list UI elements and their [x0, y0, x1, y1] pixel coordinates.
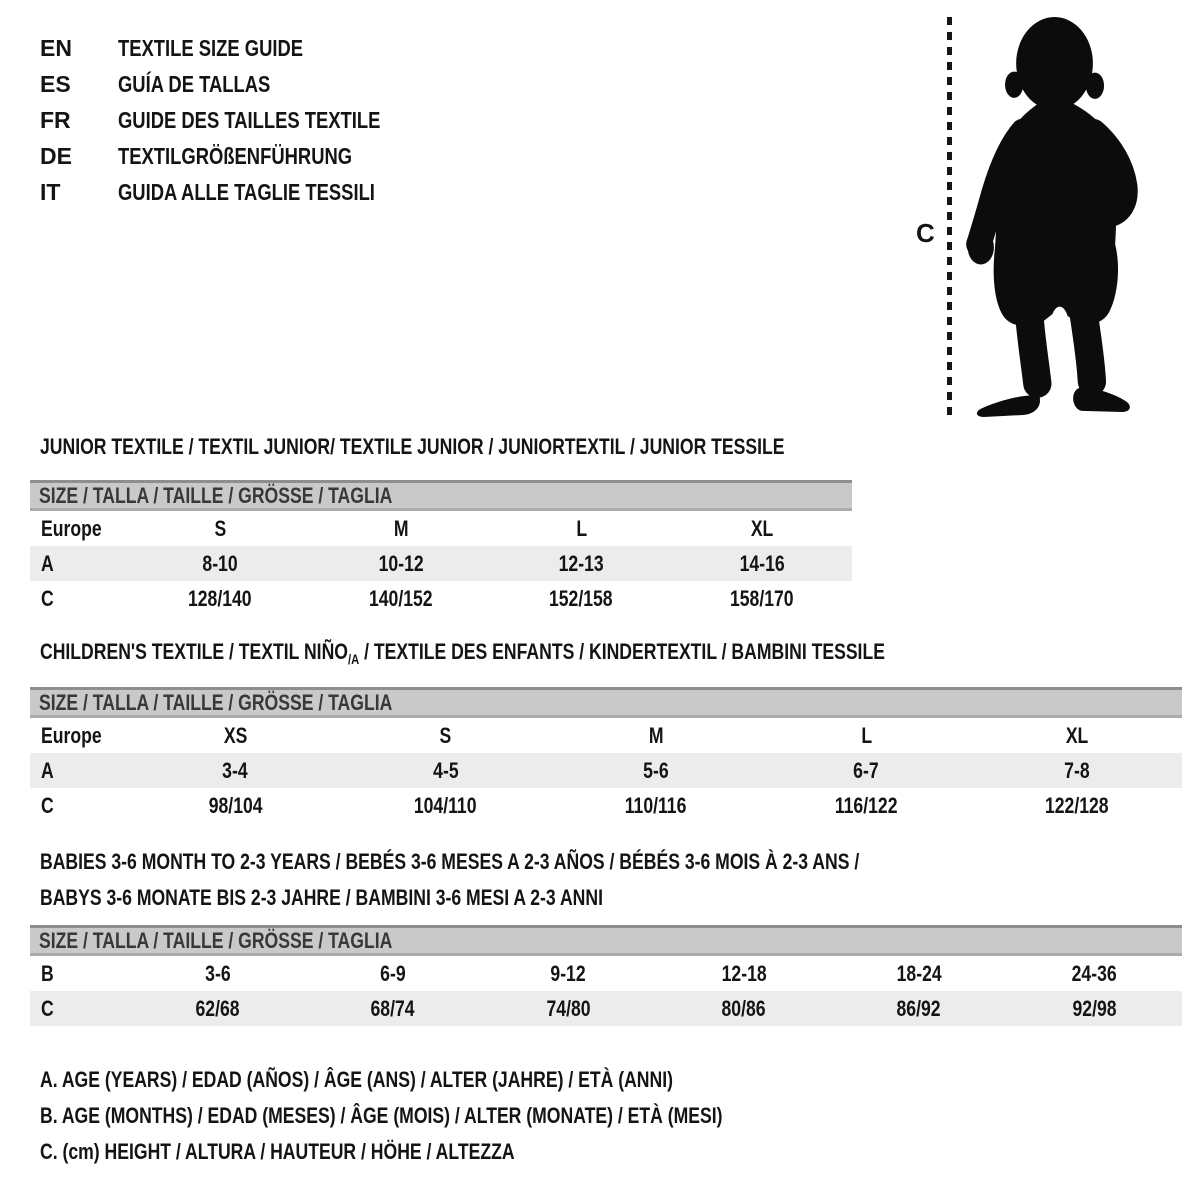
guide-title: GUÍA DE TALLAS [118, 70, 271, 97]
size-value: L [575, 515, 587, 541]
height-value: 158/170 [729, 585, 794, 611]
size-value: XL [750, 515, 774, 541]
height-value: 62/68 [195, 995, 240, 1021]
age-value: 5-6 [643, 757, 669, 783]
table-row-age: A 8-10 10-12 12-13 14-16 [30, 546, 852, 581]
size-value: S [439, 722, 452, 748]
guide-title: TEXTILE SIZE GUIDE [118, 34, 304, 61]
table-row-height: C 98/104 104/110 110/116 116/122 122/128 [30, 788, 1182, 823]
age-value: 8-10 [202, 550, 238, 576]
junior-section-title: JUNIOR TEXTILE / TEXTIL JUNIOR/ TEXTILE … [40, 434, 785, 459]
age-value: 12-13 [558, 550, 604, 576]
size-value: XL [1065, 722, 1089, 748]
row-label: C [41, 995, 54, 1021]
language-code: EN [40, 34, 72, 61]
babies-title-line1: BABIES 3-6 MONTH TO 2-3 YEARS / BEBÉS 3-… [40, 849, 860, 874]
age-value: 6-7 [853, 757, 880, 783]
table-row-europe: Europe XS S M L XL [30, 718, 1182, 753]
children-title-sub: /A [347, 651, 360, 667]
language-code: ES [40, 70, 71, 97]
age-value: 10-12 [378, 550, 424, 576]
table-row-height: C 62/68 68/74 74/80 80/86 86/92 92/98 [30, 991, 1182, 1026]
row-label: A [41, 757, 54, 783]
children-title-post: / TEXTILE DES ENFANTS / KINDERTEXTIL / B… [359, 639, 885, 664]
babies-size-table: SIZE / TALLA / TAILLE / GRÖSSE / TAGLIA … [30, 925, 1182, 1026]
height-value: 128/140 [188, 585, 253, 611]
row-label: Europe [41, 722, 102, 748]
row-label: Europe [41, 515, 102, 541]
size-value: S [214, 515, 227, 541]
height-value: 98/104 [208, 792, 263, 818]
row-label: B [41, 960, 54, 986]
legend-line-b: B. AGE (MONTHS) / EDAD (MESES) / ÂGE (MO… [40, 1103, 723, 1128]
age-value: 7-8 [1064, 757, 1090, 783]
children-size-header-bar: SIZE / TALLA / TAILLE / GRÖSSE / TAGLIA [30, 687, 1182, 718]
height-value: 104/110 [414, 792, 477, 818]
language-title-list: EN TEXTILE SIZE GUIDE ES GUÍA DE TALLAS … [40, 30, 446, 210]
age-value: 4-5 [432, 757, 459, 783]
height-measure-label: C [916, 218, 935, 248]
height-value: 152/158 [549, 585, 614, 611]
language-code: FR [40, 106, 71, 133]
guide-title: GUIDA ALLE TAGLIE TESSILI [118, 178, 375, 205]
months-value: 24-36 [1071, 960, 1117, 986]
junior-size-table: SIZE / TALLA / TAILLE / GRÖSSE / TAGLIA … [30, 480, 852, 616]
height-dashed-line [947, 17, 952, 415]
height-value: 110/116 [625, 792, 687, 818]
children-size-table: SIZE / TALLA / TAILLE / GRÖSSE / TAGLIA … [30, 687, 1182, 823]
language-code: DE [40, 142, 72, 169]
children-title-pre: CHILDREN'S TEXTILE / TEXTIL NIÑO [40, 639, 348, 664]
row-label: C [41, 792, 54, 818]
size-value: M [648, 722, 664, 748]
size-value: L [861, 722, 872, 748]
height-value: 140/152 [368, 585, 433, 611]
babies-title-line2: BABYS 3-6 MONATE BIS 2-3 JAHRE / BAMBINI… [40, 885, 603, 910]
table-row-europe: Europe S M L XL [30, 511, 852, 546]
babies-section-title: BABIES 3-6 MONTH TO 2-3 YEARS / BEBÉS 3-… [40, 844, 1064, 916]
size-header-label: SIZE / TALLA / TAILLE / GRÖSSE / TAGLIA [39, 927, 393, 953]
language-row-de: DE TEXTILGRÖßENFÜHRUNG [40, 138, 446, 174]
babies-size-header-bar: SIZE / TALLA / TAILLE / GRÖSSE / TAGLIA [30, 925, 1182, 956]
table-row-age: A 3-4 4-5 5-6 6-7 7-8 [30, 753, 1182, 788]
guide-title: GUIDE DES TAILLES TEXTILE [118, 106, 381, 133]
measurement-legend: A. AGE (YEARS) / EDAD (AÑOS) / ÂGE (ANS)… [40, 1062, 893, 1170]
children-section-title: CHILDREN'S TEXTILE / TEXTIL NIÑO/A / TEX… [40, 639, 885, 672]
size-header-label: SIZE / TALLA / TAILLE / GRÖSSE / TAGLIA [39, 689, 393, 715]
row-label: C [41, 585, 54, 611]
age-value: 3-4 [222, 757, 248, 783]
height-value: 92/98 [1072, 995, 1117, 1021]
table-row-months: B 3-6 6-9 9-12 12-18 18-24 24-36 [30, 956, 1182, 991]
table-row-height: C 128/140 140/152 152/158 158/170 [30, 581, 852, 616]
months-value: 12-18 [721, 960, 767, 986]
age-value: 14-16 [739, 550, 785, 576]
toddler-silhouette-icon [966, 17, 1138, 417]
months-value: 18-24 [896, 960, 942, 986]
language-row-fr: FR GUIDE DES TAILLES TEXTILE [40, 102, 446, 138]
language-row-en: EN TEXTILE SIZE GUIDE [40, 30, 446, 66]
legend-line-a: A. AGE (YEARS) / EDAD (AÑOS) / ÂGE (ANS)… [40, 1067, 673, 1092]
height-value: 116/122 [835, 792, 898, 818]
row-label: A [41, 550, 54, 576]
height-value: 74/80 [546, 995, 591, 1021]
language-code: IT [40, 178, 61, 205]
junior-size-header-bar: SIZE / TALLA / TAILLE / GRÖSSE / TAGLIA [30, 480, 852, 511]
height-value: 86/92 [896, 995, 942, 1021]
size-value: XS [223, 722, 247, 748]
size-value: M [393, 515, 409, 541]
months-value: 3-6 [204, 960, 231, 986]
height-value: 68/74 [370, 995, 416, 1021]
guide-title: TEXTILGRÖßENFÜHRUNG [118, 142, 353, 169]
height-value: 80/86 [721, 995, 766, 1021]
legend-line-c: C. (cm) HEIGHT / ALTURA / HAUTEUR / HÖHE… [40, 1139, 515, 1164]
size-header-label: SIZE / TALLA / TAILLE / GRÖSSE / TAGLIA [39, 482, 393, 508]
months-value: 6-9 [380, 960, 406, 986]
language-row-it: IT GUIDA ALLE TAGLIE TESSILI [40, 174, 446, 210]
months-value: 9-12 [550, 960, 586, 986]
height-value: 122/128 [1044, 792, 1109, 818]
language-row-es: ES GUÍA DE TALLAS [40, 66, 446, 102]
